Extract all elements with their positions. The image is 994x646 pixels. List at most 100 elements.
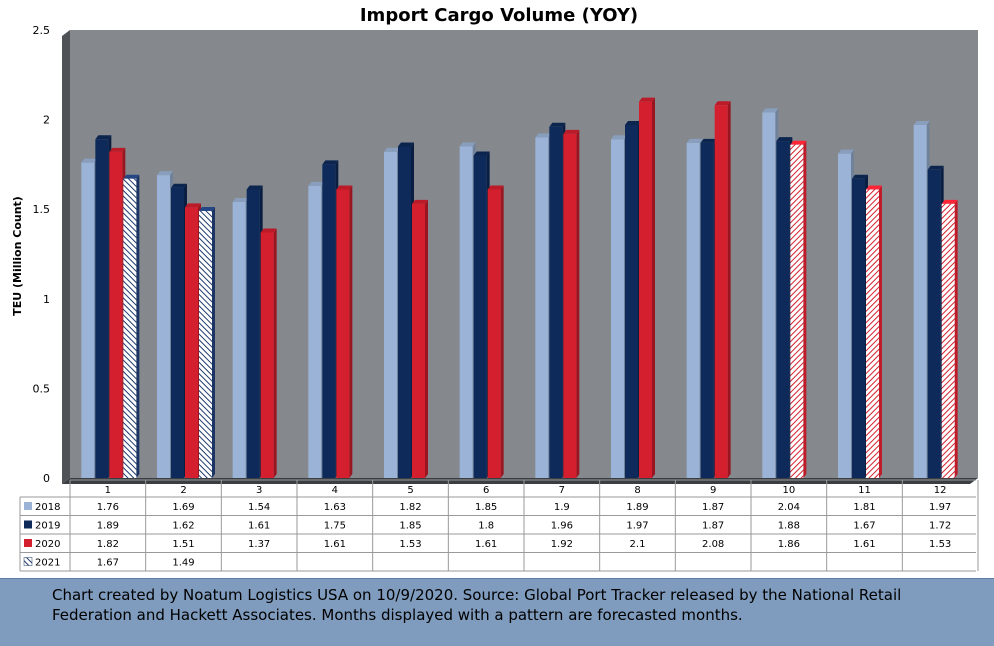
bar-2019-month-12 [927,165,944,478]
legend-key-2019 [24,520,32,529]
x-tick-label: 3 [256,485,262,496]
bar-2018-month-2 [157,171,173,479]
table-cell-2019-12: 1.72 [929,521,951,532]
bar-2018-month-4 [308,181,325,479]
x-tick-label: 4 [332,485,338,496]
legend-key-2020 [24,539,32,547]
table-cell-2021-2: 1.49 [172,558,194,569]
y-tick-label: 0.5 [33,382,51,395]
table-cell-2020-10: 1.86 [778,539,800,550]
bar-2020-month-5 [412,199,428,478]
x-tick-label: 10 [782,485,795,496]
table-cell-2019-9: 1.87 [702,521,724,532]
table-cell-2019-2: 1.62 [172,521,194,532]
legend-label-2020: 2020 [35,539,60,550]
table-cell-2020-3: 1.37 [248,539,270,550]
bar-2018-month-7 [535,133,552,478]
y-tick-label: 0 [43,472,50,485]
bar-2020-month-7 [563,129,580,478]
table-cell-2018-1: 1.76 [97,502,119,513]
bar-2020-month-12 [941,199,958,478]
y-tick-label: 1.5 [33,203,51,216]
bar-2018-month-9 [686,138,703,478]
x-tick-label: 11 [858,485,871,496]
x-tick-label: 2 [180,485,186,496]
table-cell-2020-9: 2.08 [702,539,724,550]
bar-2018-month-1 [81,158,98,478]
table-cell-2018-4: 1.63 [324,502,346,513]
table-cell-2019-1: 1.89 [97,521,119,532]
bar-2020-month-6 [487,185,504,478]
table-cell-2020-1: 1.82 [97,539,119,550]
bar-2019-month-9 [700,138,717,478]
bar-2020-month-8 [639,97,655,479]
bar-2021-month-2 [199,206,215,478]
bar-2019-month-1 [95,135,112,478]
table-cell-2020-5: 1.53 [399,539,421,550]
table-cell-2018-10: 2.04 [778,502,800,513]
bar-2019-month-6 [473,151,490,478]
bar-2019-month-8 [625,120,641,478]
bar-2020-month-4 [336,185,353,478]
legend-key-2021 [23,557,33,566]
table-cell-2020-6: 1.61 [475,539,497,550]
x-tick-label: 12 [934,485,947,496]
chart: Import Cargo Volume (YOY) TEU (Million C… [11,5,979,572]
table-cell-2018-9: 1.87 [702,502,724,513]
bar-2019-month-10 [776,137,793,478]
table-cell-2019-6: 1.8 [478,521,494,532]
bar-2020-month-10 [790,140,807,479]
legend-key-2018 [24,502,32,510]
table-cell-2019-7: 1.96 [551,521,573,532]
table-cell-2018-11: 1.81 [853,502,875,513]
table-cell-2020-2: 1.51 [172,539,194,550]
y-tick-label: 2.5 [33,24,51,37]
bar-2019-month-2 [171,183,187,479]
table-cell-2019-10: 1.88 [778,521,800,532]
table-cell-2019-5: 1.85 [399,521,421,532]
x-tick-label: 8 [634,485,640,496]
table-cell-2019-4: 1.75 [324,521,346,532]
bars [81,97,958,479]
bar-2018-month-10 [762,108,779,478]
table-cell-2018-2: 1.69 [172,502,194,513]
source-note-line-1: Chart created by Noatum Logistics USA on… [52,586,902,604]
table-cell-2019-3: 1.61 [248,521,270,532]
table-cell-2020-11: 1.61 [853,539,875,550]
x-tick-label: 5 [407,485,413,496]
table-cell-2020-8: 2.1 [630,539,646,550]
x-tick-label: 7 [559,485,565,496]
legend-label-2018: 2018 [35,502,60,513]
legend-label-2019: 2019 [35,521,60,532]
x-tick-label: 1 [105,485,111,496]
x-tick-label: 9 [710,485,716,496]
table-cell-2021-1: 1.67 [97,558,119,569]
bar-2020-month-3 [260,228,277,478]
bar-2020-month-1 [109,147,126,478]
chart-title: Import Cargo Volume (YOY) [360,5,638,26]
bar-2020-month-11 [866,185,882,478]
bar-2019-month-11 [852,174,868,478]
bar-2018-month-6 [459,142,476,479]
y-tick-label: 1 [43,293,50,306]
bar-2018-month-5 [384,147,400,478]
y-axis-ticks: 0 0.5 1 1.5 2 2.5 [33,24,51,485]
table-cell-2018-3: 1.54 [248,502,270,513]
y-tick-label: 2 [43,114,50,127]
bar-2019-month-7 [549,122,566,478]
bar-2018-month-11 [838,149,854,478]
bar-2018-month-3 [232,198,249,479]
table-cell-2020-12: 1.53 [929,539,951,550]
bar-2020-month-2 [185,203,201,478]
table-cell-2019-11: 1.67 [853,521,875,532]
bar-2019-month-3 [246,185,263,478]
table-cell-2020-7: 1.92 [551,539,573,550]
table-cell-2018-8: 1.89 [626,502,648,513]
bar-2018-month-8 [611,135,627,478]
source-note-line-2: Federation and Hackett Associates. Month… [52,606,743,624]
bar-2021-month-1 [123,174,140,478]
x-tick-label: 6 [483,485,489,496]
legend-label-2021: 2021 [35,558,60,569]
bar-2018-month-12 [913,120,930,478]
